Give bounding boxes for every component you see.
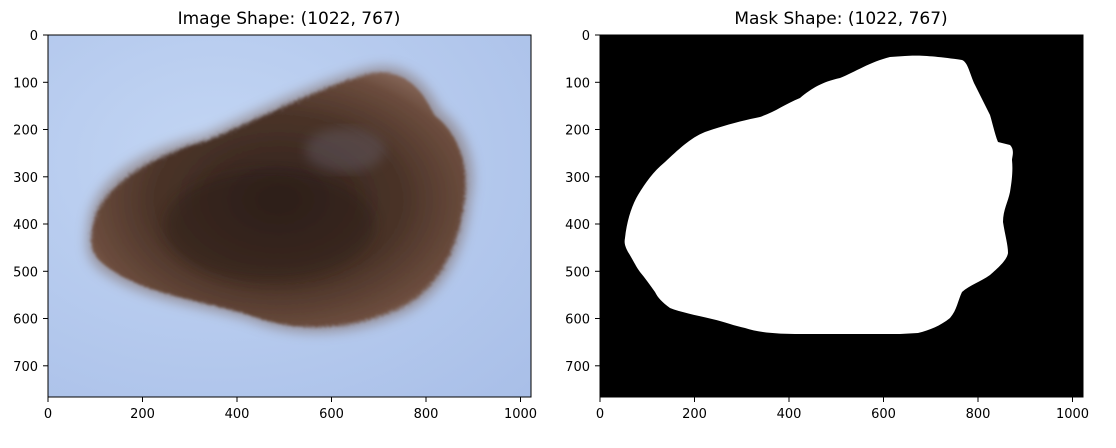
image-x-tick-label: 0 [44,407,52,422]
mask-y-tick-label: 400 [565,218,590,233]
image-x-tick-label: 800 [414,407,439,422]
image-x-tick-label: 200 [130,407,155,422]
image-y-tick-label: 100 [13,76,38,91]
image-panel: Image Shape: (1022, 767) 0 100 200 300 4… [13,9,537,422]
mask-y-tick-label: 100 [565,76,590,91]
mask-panel: Mask Shape: (1022, 767) 0 100 200 300 40… [565,9,1089,422]
mask-x-tick-label: 1000 [1056,407,1089,422]
mask-y-tick-label: 200 [565,124,590,139]
lesion-dark-core [165,170,375,280]
image-y-tick-label: 0 [30,29,38,44]
image-x-tick-label: 1000 [504,407,537,422]
lesion-photo [48,35,531,397]
image-x-axis: 0 200 400 600 800 1000 [44,397,537,422]
mask-y-tick-label: 0 [582,29,590,44]
mask-y-tick-label: 300 [565,171,590,186]
image-y-tick-label: 600 [13,313,38,328]
mask-axes-frame [599,34,1084,398]
image-y-tick-label: 700 [13,360,38,375]
mask-y-axis: 0 100 200 300 400 500 600 700 [565,29,600,375]
image-axes-frame [47,34,532,398]
mask-x-tick-label: 800 [966,407,991,422]
mask-x-axis: 0 200 400 600 800 1000 [596,397,1089,422]
mask-x-tick-label: 0 [596,407,604,422]
image-x-tick-label: 400 [225,407,250,422]
image-y-axis: 0 100 200 300 400 500 600 700 [13,29,48,375]
mask-y-tick-label: 600 [565,313,590,328]
image-panel-title: Image Shape: (1022, 767) [178,9,401,29]
mask-y-tick-label: 500 [565,265,590,280]
mask-y-tick-label: 700 [565,360,590,375]
image-x-tick-label: 600 [319,407,344,422]
mask-region [624,55,1013,335]
image-y-tick-label: 300 [13,171,38,186]
lesion-bluish-area [305,128,385,172]
image-y-tick-label: 500 [13,265,38,280]
mask-x-tick-label: 600 [871,407,896,422]
mask-panel-title: Mask Shape: (1022, 767) [734,9,947,29]
image-y-tick-label: 400 [13,218,38,233]
mask-x-tick-label: 200 [682,407,707,422]
image-y-tick-label: 200 [13,124,38,139]
mask-x-tick-label: 400 [777,407,802,422]
